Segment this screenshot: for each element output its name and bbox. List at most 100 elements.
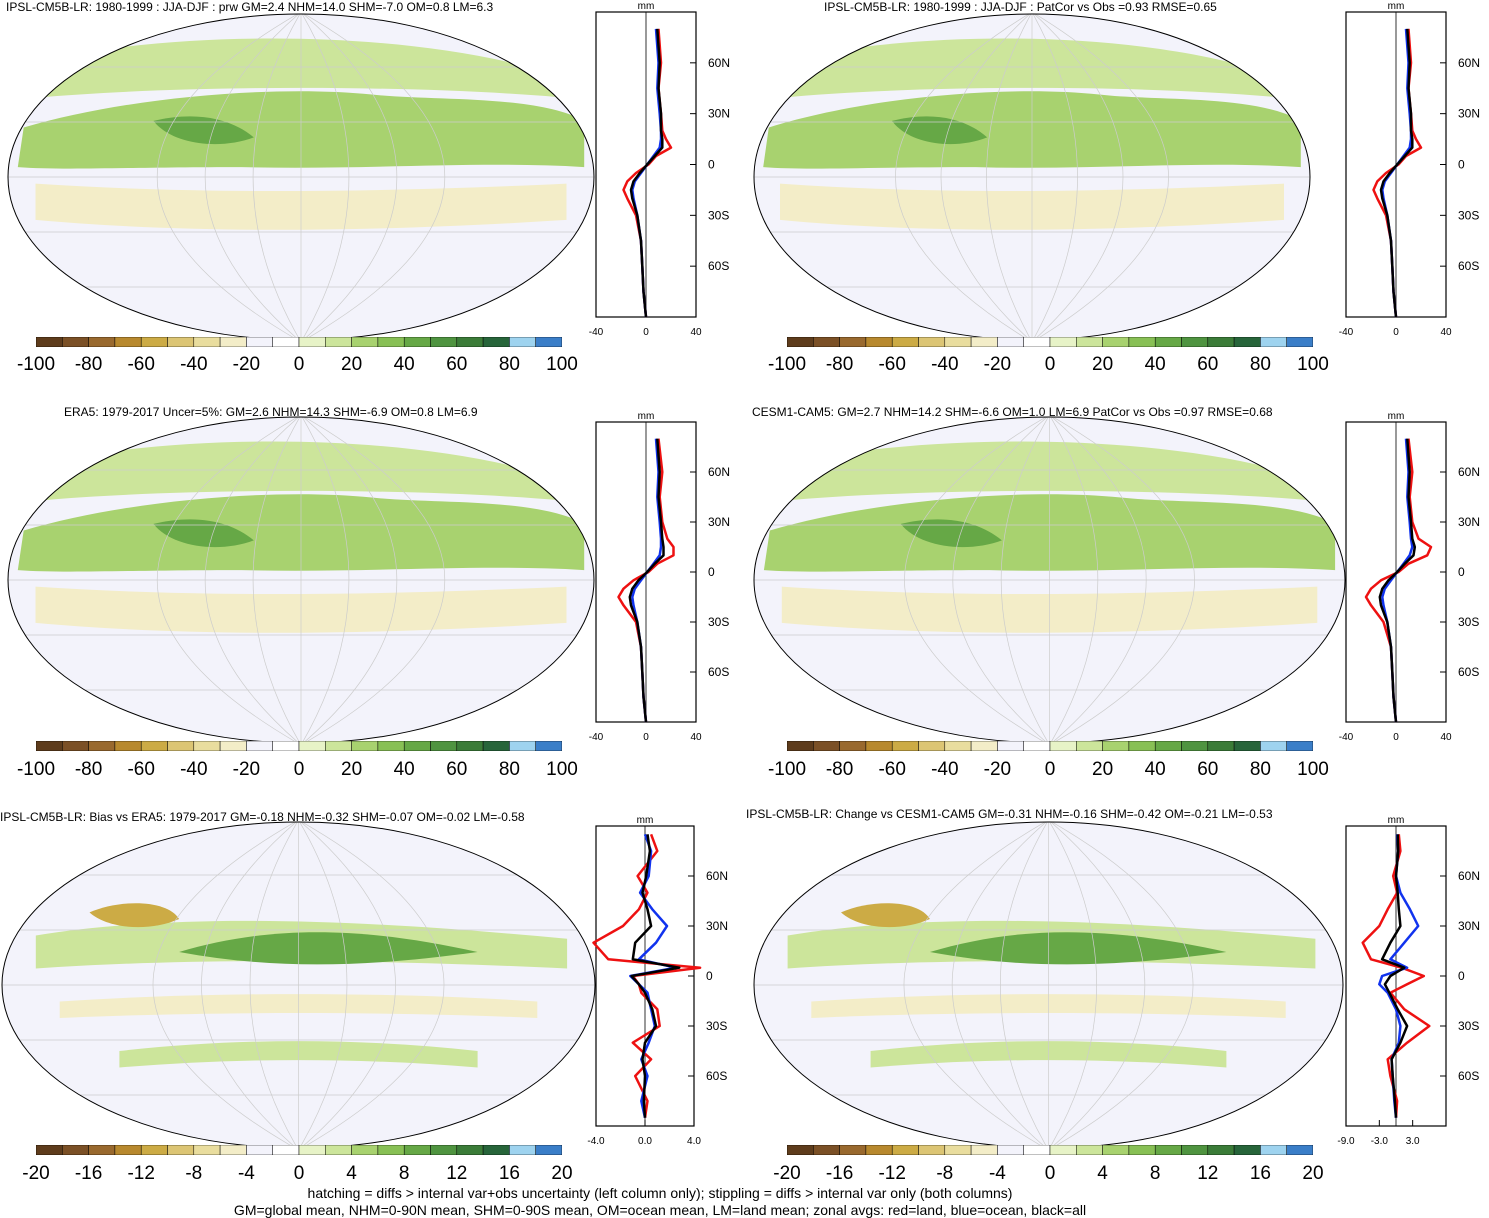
lat-label: 30S — [706, 1019, 727, 1033]
robinson-map — [753, 416, 1346, 744]
zonal-x-tick-label: 0 — [1393, 327, 1399, 338]
robinson-map — [7, 13, 595, 341]
colorbar-swatch — [351, 741, 379, 751]
colorbar-tick-label: -40 — [180, 759, 208, 780]
colorbar-tick-label: 40 — [393, 759, 415, 780]
colorbar-swatch — [918, 337, 946, 347]
zonal-mean-plot: mm -40 0 40 60N 30N 0 30S 60S — [1339, 411, 1480, 743]
colorbar-tick-label: 80 — [498, 759, 520, 780]
colorbar-tick-label: -8 — [936, 1163, 954, 1184]
colorbar-tick-label: 20 — [551, 1163, 573, 1184]
colorbar-swatch — [1076, 741, 1103, 751]
colorbar-swatch — [36, 337, 63, 347]
colorbar-tick-label: 60 — [446, 759, 468, 780]
colorbar-swatch — [272, 741, 300, 751]
colorbar-swatch — [298, 741, 326, 751]
colorbar-swatch — [535, 1145, 562, 1155]
zonal-x-tick-label: -40 — [589, 327, 604, 338]
colorbar-tick-label: 40 — [393, 354, 415, 375]
colorbar-swatch — [1049, 1145, 1077, 1155]
colorbar-swatch — [403, 337, 431, 347]
colorbar-swatch — [351, 1145, 379, 1155]
zonal-series-all — [1380, 834, 1409, 1118]
colorbar-tick-label: 8 — [398, 1163, 410, 1184]
lat-label: 0 — [1458, 969, 1465, 983]
lat-label: 30N — [1458, 107, 1480, 121]
colorbar-swatch — [1128, 337, 1156, 347]
colorbar-swatch — [1286, 1145, 1313, 1155]
lat-label: 60S — [1458, 665, 1479, 679]
colorbar-swatch — [298, 337, 326, 347]
colorbar-tick-label: -12 — [127, 1163, 155, 1184]
zonal-series-all — [628, 438, 665, 723]
colorbar-tick-label: -20 — [22, 1163, 50, 1184]
robinson-map — [1, 821, 596, 1149]
colorbar-tick-label: 0 — [1044, 354, 1056, 375]
graticule-meridian — [1031, 14, 1078, 340]
zonal-x-tick-label: -3.0 — [1371, 1136, 1389, 1147]
colorbar-tick-label: 0 — [1044, 1163, 1056, 1184]
lat-label: 0 — [1458, 565, 1465, 579]
graticule-meridian — [300, 417, 350, 743]
colorbar-swatch — [1286, 337, 1313, 347]
colorbar-swatch — [1076, 337, 1103, 347]
colorbar-tick-label: 20 — [1092, 759, 1114, 780]
colorbar-swatch — [787, 337, 814, 347]
colorbar — [36, 741, 562, 751]
colorbar-swatch — [1154, 1145, 1182, 1155]
graticule-meridian — [252, 14, 302, 340]
colorbar-tick-label: -100 — [767, 759, 807, 780]
lat-label: 60N — [1458, 465, 1480, 479]
colorbar-tick-label: -60 — [878, 759, 906, 780]
lat-label: 30S — [708, 208, 729, 222]
graticule-meridian — [249, 822, 299, 1148]
graticule-meridian — [952, 417, 1050, 743]
graticule-meridian — [300, 14, 350, 340]
colorbar-swatch — [1233, 1145, 1261, 1155]
graticule-meridian — [204, 417, 302, 743]
colorbar — [787, 337, 1313, 347]
colorbar-tick-label: 40 — [1144, 354, 1166, 375]
zonal-unit-label: mm — [1388, 815, 1405, 826]
lat-label: 60N — [706, 869, 728, 883]
colorbar-swatch — [246, 337, 273, 347]
colorbar-tick-label: -4 — [237, 1163, 255, 1184]
colorbar-tick-label: 20 — [341, 354, 363, 375]
graticule-meridian — [298, 822, 348, 1148]
colorbar-swatch — [272, 1145, 300, 1155]
robinson-map — [753, 821, 1344, 1149]
colorbar-tick-label: 12 — [446, 1163, 468, 1184]
colorbar-swatch — [114, 741, 142, 751]
panel-title: IPSL-CM5B-LR: 1980-1999 : JJA-DJF : PatC… — [824, 0, 1217, 14]
graticule-meridian — [300, 417, 446, 743]
colorbar-swatch — [1260, 741, 1287, 751]
graticule-meridian — [940, 14, 1033, 340]
colorbar-swatch — [351, 337, 379, 347]
colorbar-swatch — [944, 337, 972, 347]
zonal-mean-plot: mm -4.0 0.0 4.0 60N 30N 0 30S 60S — [587, 815, 728, 1147]
zonal-x-tick-label: -40 — [589, 732, 604, 743]
colorbar-tick-label: 40 — [1144, 759, 1166, 780]
colorbar-swatch — [813, 337, 840, 347]
graticule-meridian — [1000, 417, 1050, 743]
graticule-meridian — [300, 14, 398, 340]
colorbar-swatch — [1260, 337, 1287, 347]
colorbar-swatch — [1181, 741, 1209, 751]
zonal-x-tick-label: -9.0 — [1337, 1136, 1355, 1147]
colorbar-tick-label: 60 — [1197, 354, 1219, 375]
colorbar-swatch — [813, 1145, 840, 1155]
panel-2: IPSL-CM5B-LR: 1980-1999 : JJA-DJF : PatC… — [744, 0, 1489, 395]
panel-title: CESM1-CAM5: GM=2.7 NHM=14.2 SHM=-6.6 OM=… — [752, 405, 1273, 419]
zonal-unit-label: mm — [638, 411, 655, 422]
colorbar-tick-label: 20 — [1302, 1163, 1324, 1184]
colorbar-tick-label: 100 — [546, 354, 578, 375]
lat-label: 60S — [708, 665, 729, 679]
colorbar-tick-label: 8 — [1149, 1163, 1161, 1184]
colorbar-tick-label: -60 — [878, 354, 906, 375]
lat-label: 30S — [1458, 1019, 1479, 1033]
graticule-meridian — [152, 822, 299, 1148]
zonal-x-tick-label: 40 — [1440, 732, 1452, 743]
colorbar-swatch — [1023, 1145, 1051, 1155]
graticule-meridian — [156, 14, 302, 340]
colorbar-swatch — [325, 337, 352, 347]
